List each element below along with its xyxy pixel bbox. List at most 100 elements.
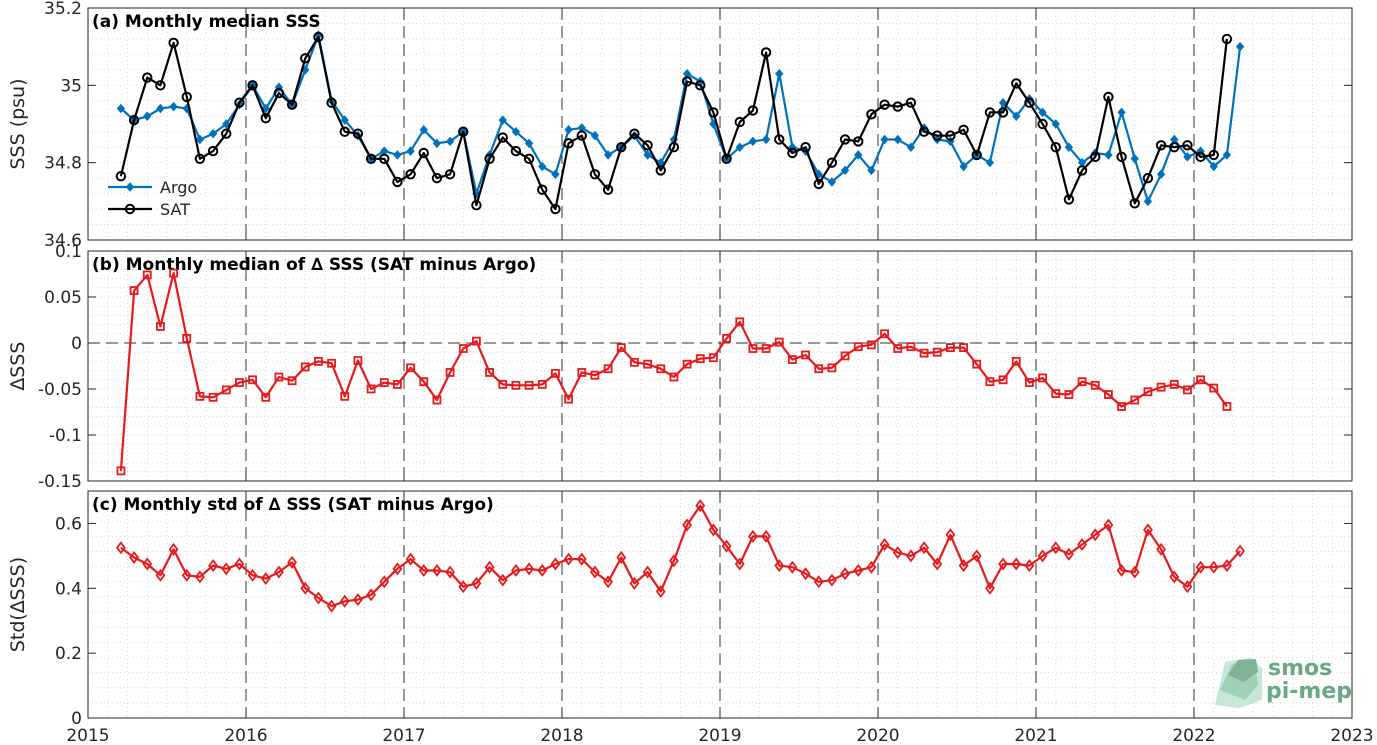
data-point [471,576,482,590]
data-point [550,557,561,571]
data-point [787,147,798,159]
data-point [945,528,956,542]
data-point [985,157,995,168]
data-point [247,80,258,91]
data-point [643,359,652,369]
data-point [1116,151,1127,163]
data-point [1076,165,1088,176]
data-point [511,380,521,390]
data-point [853,136,864,147]
data-point [867,340,876,350]
data-point [971,549,982,563]
data-point [1025,378,1034,387]
data-point [208,559,219,573]
data-point [932,557,943,571]
data-point [1011,356,1021,366]
data-point [616,550,627,564]
data-point [340,115,349,125]
data-point [761,529,772,543]
data-point [892,101,903,112]
data-point [1209,383,1219,393]
data-point [366,588,377,602]
legend: Argo SAT [108,178,197,219]
data-point [444,169,456,180]
data-point [221,562,232,576]
data-point [630,357,639,367]
data-point [1222,150,1232,160]
data-point [642,565,653,579]
data-point [655,165,666,176]
data-point [788,355,797,364]
data-point [538,161,547,172]
data-point [169,101,178,112]
data-point [1129,565,1140,579]
data-point [1024,559,1035,573]
data-point [260,113,271,124]
data-point [208,128,218,139]
data-point [998,557,1009,571]
data-point [1221,33,1233,45]
data-point [853,563,864,577]
data-point [472,336,481,346]
data-point [1090,380,1100,390]
data-point [129,550,140,564]
data-point [709,353,718,363]
data-point [959,343,968,353]
data-point [774,134,785,145]
data-point [524,380,534,390]
data-point [194,153,206,165]
y-tick-label: 0.1 [55,242,82,262]
data-point [313,591,324,605]
y-tick-label: 0 [71,709,82,729]
data-point [1063,547,1074,561]
data-point [485,368,494,377]
data-point [629,576,640,590]
data-point [314,356,323,366]
data-point [116,466,126,476]
y-tick-label: 0.6 [55,514,82,534]
data-point [998,375,1008,385]
data-point [432,395,442,405]
data-point [419,125,428,135]
data-point [497,573,508,587]
data-point [840,165,850,176]
data-point [708,523,719,537]
data-point [1182,580,1193,594]
data-point [155,568,166,582]
data-point [1169,570,1180,584]
logo-line-2: pi-mep [1266,679,1352,704]
data-point [208,392,218,402]
data-point [774,559,785,573]
data-point [603,150,613,160]
data-point [1050,142,1061,153]
data-point [576,130,587,141]
data-point [551,368,560,378]
data-point [261,103,270,114]
data-point [603,364,613,374]
data-point [1090,151,1101,163]
data-point [1051,389,1061,399]
y-tick-label: 34.6 [44,231,82,251]
data-point [510,145,522,157]
data-point [194,570,205,584]
data-point [774,337,784,347]
data-point [128,114,140,126]
data-point [1221,559,1232,573]
data-point [115,171,127,182]
data-point [550,203,561,215]
data-point [392,176,403,188]
data-point [234,557,245,571]
y-axis-label: Std(∆SSS) [7,557,29,652]
data-point [458,344,468,353]
legend-marker [124,203,136,215]
data-point [866,109,877,120]
data-point [919,541,930,555]
data-point [366,384,376,394]
data-point [800,142,811,153]
data-point [142,557,153,571]
data-point [735,142,744,152]
data-point [826,157,838,168]
data-point [287,376,297,386]
data-point [143,111,152,122]
x-tick-label: 2016 [224,726,267,745]
